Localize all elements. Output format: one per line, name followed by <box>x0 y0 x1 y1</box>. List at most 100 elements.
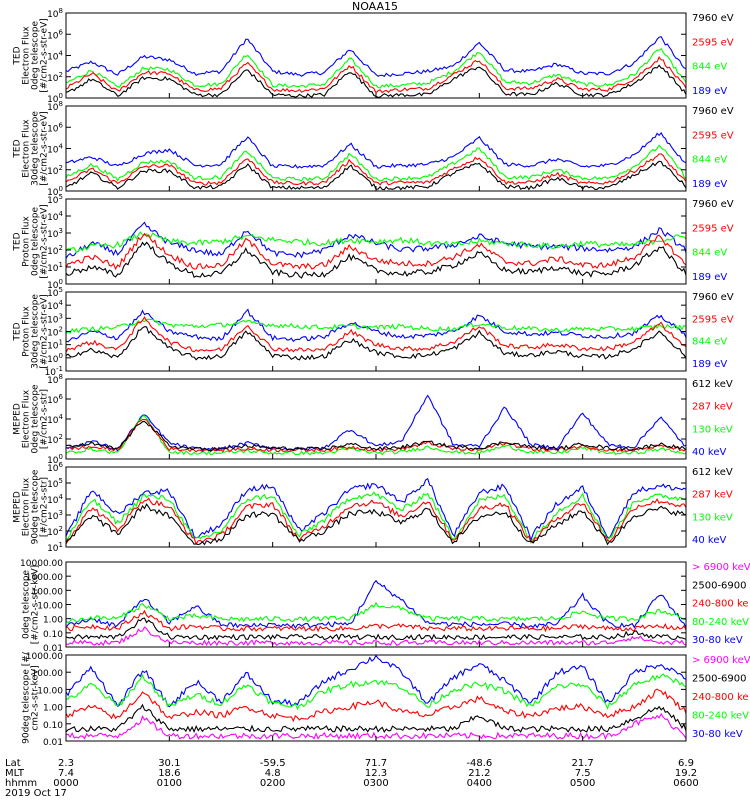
y-tick-label: 103 <box>47 227 63 240</box>
y-axis-label-line: 30deg telescope <box>31 294 41 369</box>
legend-entry: 40 keV <box>692 535 726 546</box>
y-axis-label-line: [#/cm2-s-str] <box>40 389 50 449</box>
legend-entry: 7960 eV <box>692 199 734 210</box>
legend-entry: 189 eV <box>692 86 727 97</box>
y-axis-label-line: [#/cm2-s-str-keV] <box>31 565 41 644</box>
legend-entry: 240-800 ke <box>692 692 749 703</box>
footer-value: 4.8 <box>264 768 281 779</box>
panel-frame <box>65 466 687 548</box>
y-tick-label: 105 <box>47 286 63 299</box>
y-tick-label: 10.00 <box>37 686 63 696</box>
legend-entry: 2500-6900 <box>692 674 747 685</box>
y-tick-label: 0.10 <box>43 721 63 731</box>
y-axis-label-line: Proton Flux <box>22 216 32 267</box>
series-8-2 <box>65 673 687 711</box>
y-axis-label-line: 0deg telescope <box>22 570 32 640</box>
y-axis-label-line: Proton Flux <box>22 306 32 357</box>
y-axis-label: 90deg telescope [#/cm2-s-str-keV] <box>22 651 41 744</box>
y-tick-label: 104 <box>47 299 63 312</box>
y-tick-label: 100 <box>47 278 63 291</box>
legend-entry: 30-80 keV <box>692 729 743 740</box>
footer-value: 7.4 <box>58 768 74 779</box>
legend-entry: 612 keV <box>692 379 733 390</box>
y-tick-label: 101 <box>47 339 63 352</box>
y-axis-label-line: [#/cm2-s-str-eV] <box>40 294 50 369</box>
footer-value: 0500 <box>569 778 596 789</box>
legend-entry: 287 keV <box>692 490 733 501</box>
y-tick-label: 100 <box>47 352 63 365</box>
y-tick-label: 106 <box>47 393 63 406</box>
y-tick-label: 100.00 <box>32 669 64 679</box>
y-axis-label-line: 30deg telescope <box>31 111 41 186</box>
y-tick-label: 104 <box>47 50 63 63</box>
series-3-3 <box>65 232 687 271</box>
y-tick-label: 103 <box>47 509 63 522</box>
panel-frame <box>65 654 687 742</box>
footer-label-lat: Lat <box>5 758 21 769</box>
y-tick-label: 0.01 <box>43 738 63 748</box>
series-7-4 <box>65 617 687 641</box>
legend-entry: > 6900 keV <box>692 655 750 666</box>
footer-label-hhmm: hhmm <box>5 778 38 789</box>
y-tick-label: 101 <box>47 261 63 274</box>
y-tick-label: 104 <box>47 493 63 506</box>
y-axis-label-line: Electron Flux <box>22 477 32 536</box>
y-tick-label: 102 <box>47 244 63 257</box>
footer-value: 21.2 <box>468 768 491 779</box>
y-axis-label: TED Electron Flux 0deg telescope [#/cm2-s-s… <box>13 18 50 93</box>
y-axis-label-line: cm2-s-str-keV] <box>31 665 41 730</box>
series-1-3 <box>65 56 687 94</box>
legend-entry: 130 keV <box>692 424 733 435</box>
y-tick-label: 10.00 <box>37 602 63 612</box>
y-tick-label: 1000.00 <box>26 573 63 583</box>
footer-value: 0000 <box>53 778 79 789</box>
legend-entry: 287 keV <box>692 402 733 413</box>
series-1-2 <box>65 48 687 89</box>
panel-frame <box>65 561 687 648</box>
y-tick-label: 1.00 <box>43 704 63 714</box>
legend-entry: 130 keV <box>692 512 733 523</box>
series-5-2 <box>65 415 687 456</box>
y-tick-label: 10000.00 <box>20 559 63 569</box>
footer-label-mlt: MLT <box>5 768 24 779</box>
y-axis-label-line: [#/cm2-s-str-eV] <box>40 111 50 186</box>
legend-entry: 844 eV <box>692 248 727 259</box>
y-tick-label: 100 <box>47 92 63 105</box>
y-tick-label: 0.01 <box>43 644 63 654</box>
y-tick-label: 106 <box>47 28 63 41</box>
y-tick-label: 102 <box>47 164 63 177</box>
legend-entry: 189 eV <box>692 179 727 190</box>
y-axis-label-line: TED <box>13 46 23 65</box>
legend-entry: 2595 eV <box>692 223 734 234</box>
series-3-4 <box>65 241 687 279</box>
y-tick-label: 104 <box>47 413 63 426</box>
legend-entry: 240-800 ke <box>692 599 749 610</box>
y-axis-label-line: 0deg telescope <box>31 384 41 454</box>
footer-value: 71.7 <box>364 758 388 769</box>
legend-entry: 612 keV <box>692 467 733 478</box>
series-3-2 <box>65 231 687 254</box>
panel-frame <box>65 291 687 372</box>
chart-title: NOAA15 <box>351 0 399 13</box>
y-axis-label-line: Electron Flux <box>22 119 32 178</box>
y-tick-label: 106 <box>47 461 63 474</box>
footer-value: 19.2 <box>674 768 698 779</box>
series-2-2 <box>65 144 687 182</box>
series-4-4 <box>65 326 687 361</box>
footer-value: 12.3 <box>364 768 388 779</box>
y-tick-label: 108 <box>47 373 63 386</box>
y-tick-label: 108 <box>47 100 63 113</box>
footer-date: 2019 Oct 17 <box>5 788 67 799</box>
legend-entry: 2595 eV <box>692 37 734 48</box>
y-axis-label-line: 90deg telescope [#/ <box>22 651 32 744</box>
series-5-4 <box>65 420 687 452</box>
series-6-1 <box>65 477 687 542</box>
y-axis-label-line: TED <box>13 139 23 158</box>
y-tick-label: 1000.00 <box>26 652 63 662</box>
y-tick-label: 100 <box>47 453 63 466</box>
series-6-3 <box>65 497 687 546</box>
